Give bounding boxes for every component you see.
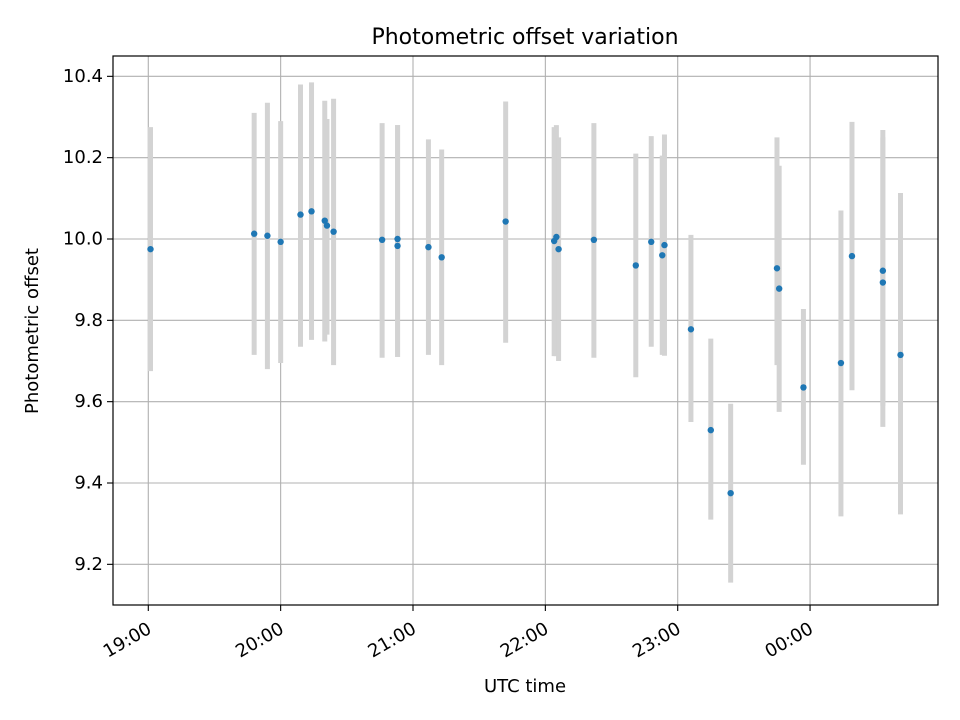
x-axis-label: UTC time <box>484 676 566 697</box>
y-tick-label: 10.0 <box>63 229 103 250</box>
data-point <box>323 222 331 229</box>
y-tick-label: 9.4 <box>74 473 103 494</box>
data-point <box>727 489 734 497</box>
data-point <box>879 267 887 274</box>
data-point <box>250 230 258 237</box>
data-point <box>775 285 783 292</box>
data-point <box>848 252 856 260</box>
data-point <box>438 254 445 261</box>
data-point <box>297 211 304 218</box>
data-point <box>277 238 284 246</box>
y-tick-label: 10.2 <box>63 147 103 168</box>
point-layer <box>147 208 904 497</box>
y-tick-label: 9.8 <box>74 310 103 331</box>
y-tick-label: 9.6 <box>74 391 103 412</box>
data-point <box>321 217 328 224</box>
data-point <box>648 238 655 246</box>
data-point <box>425 243 432 251</box>
y-axis-label: Photometric offset <box>22 248 43 414</box>
data-point <box>659 252 666 259</box>
y-tick-label: 9.2 <box>74 554 103 575</box>
data-point <box>394 242 401 250</box>
data-point <box>879 279 887 286</box>
grid-layer <box>113 56 938 605</box>
data-point <box>330 228 337 235</box>
data-point <box>502 218 509 225</box>
data-point <box>632 262 639 269</box>
data-point <box>553 233 560 241</box>
data-point <box>378 236 386 244</box>
data-point <box>687 326 695 333</box>
plot-frame <box>112 55 939 606</box>
data-point <box>555 245 562 253</box>
data-point <box>264 232 271 239</box>
data-point <box>394 235 401 243</box>
y-tick-label: 10.4 <box>63 66 103 87</box>
data-point <box>707 426 714 434</box>
chart-title: Photometric offset variation <box>371 25 678 50</box>
data-point <box>837 359 845 367</box>
data-point <box>773 265 781 272</box>
data-point <box>147 245 154 253</box>
data-point <box>897 351 904 359</box>
data-point <box>308 208 315 215</box>
data-point <box>590 236 598 244</box>
data-point <box>661 241 668 249</box>
data-point <box>800 384 807 391</box>
